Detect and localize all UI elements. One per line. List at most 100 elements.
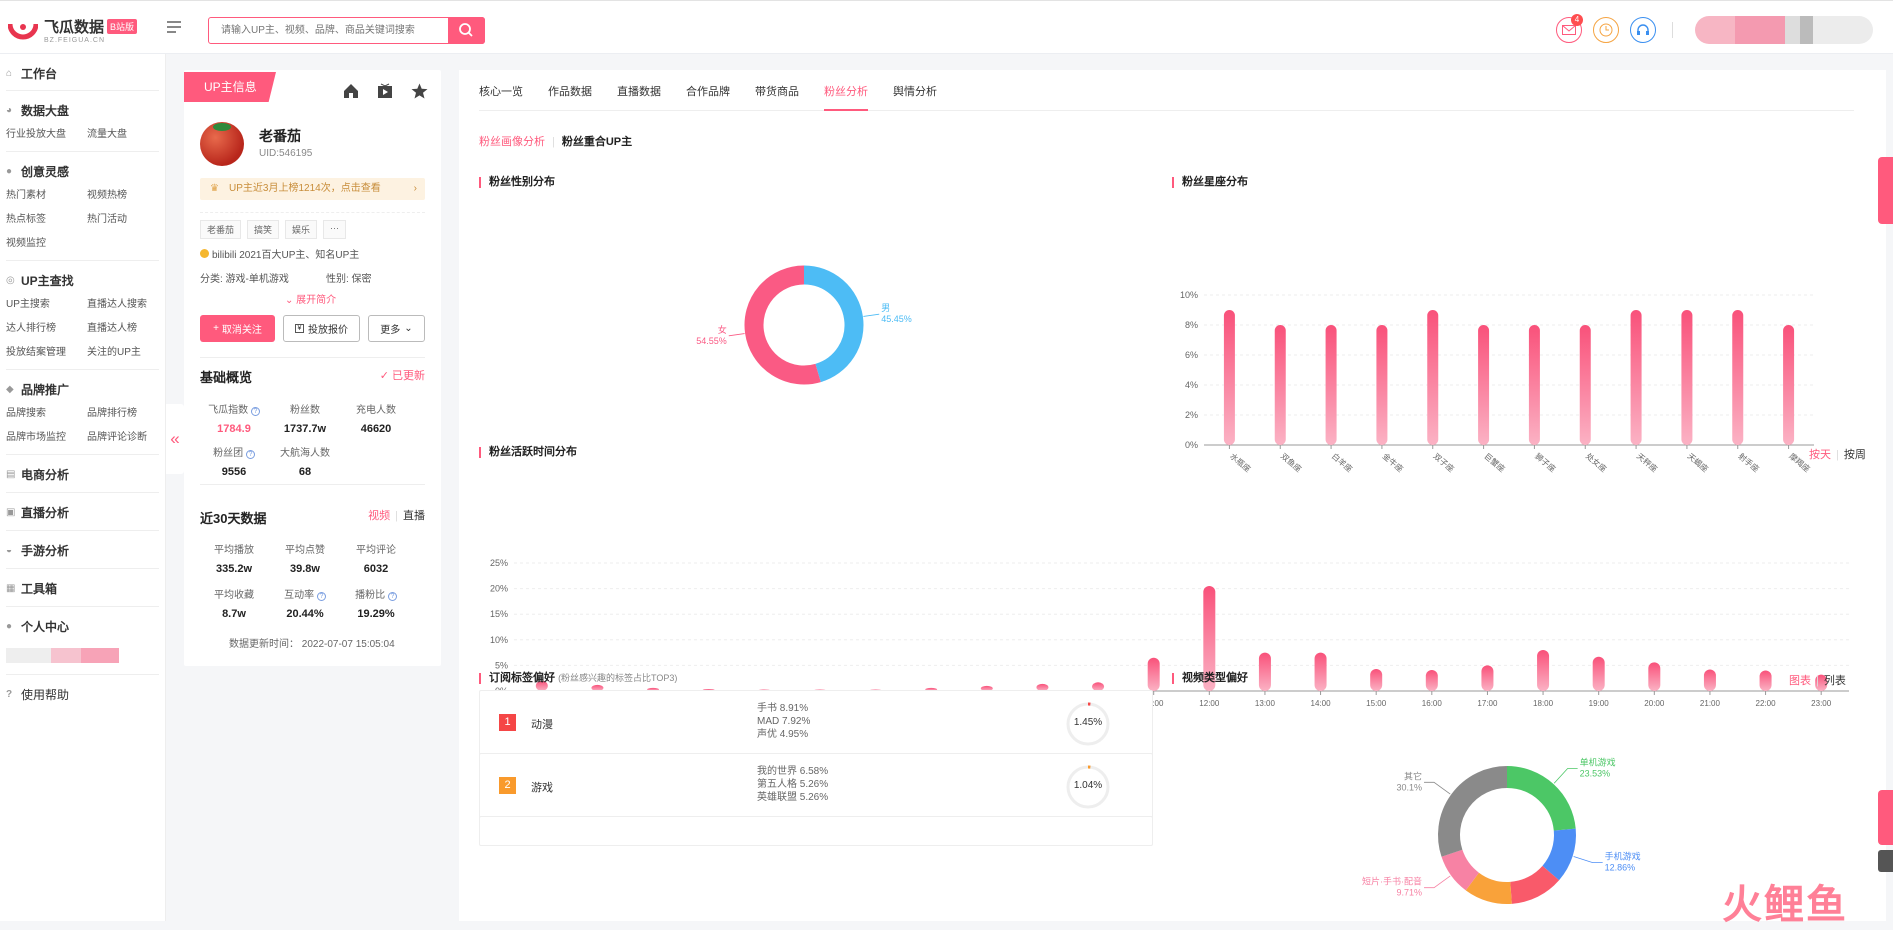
active-bar	[1370, 669, 1382, 691]
sidebar-item[interactable]: 视频监控	[6, 234, 87, 249]
search-input[interactable]	[209, 18, 449, 43]
sidebar-item[interactable]: 直播达人榜	[87, 319, 167, 334]
toggle-live[interactable]: 直播	[403, 510, 425, 522]
sidebar-item[interactable]: 流量大盘	[87, 125, 167, 140]
subtab-overlap[interactable]: 粉丝重合UP主	[562, 136, 632, 148]
history-button[interactable]	[1593, 17, 1619, 43]
floating-side-tab[interactable]	[1878, 157, 1893, 224]
stat-interaction: 互动率 ?20.44%	[270, 586, 340, 620]
active-ytick-label: 20%	[490, 584, 508, 594]
more-dropdown[interactable]: 更多⌄	[368, 315, 425, 342]
up-tag[interactable]: 老番茄	[200, 220, 241, 239]
sidebar-item-workbench[interactable]: ⌂工作台	[6, 66, 159, 80]
up-tag[interactable]: 搞笑	[247, 220, 279, 239]
sidebar-item[interactable]: 投放结案管理	[6, 343, 87, 358]
videotype-toggle: 图表|列表	[1789, 672, 1846, 688]
up-tag-more[interactable]: ···	[323, 220, 346, 239]
sidebar-item[interactable]: 达人排行榜	[6, 319, 87, 334]
videotype-slice-label: 短片·手书·配音	[1362, 876, 1422, 887]
logo-name: 飞瓜数据	[44, 19, 104, 36]
videotype-slice	[1551, 830, 1565, 873]
sidebar-section-data[interactable]: ◕数据大盘	[6, 103, 159, 117]
search-box	[208, 17, 485, 44]
sidebar-section-up-search[interactable]: ◎UP主查找	[6, 273, 159, 287]
tab-goods[interactable]: 带货商品	[755, 70, 799, 110]
active-ytick-label: 25%	[490, 558, 508, 568]
up-info-panel: UP主信息 老番茄 UID:546195 ♛ UP主近3月上榜1214次，点击查…	[184, 70, 441, 666]
active-bar	[1593, 657, 1605, 691]
active-ytick-label: 15%	[490, 609, 508, 619]
help-icon[interactable]: ?	[317, 592, 326, 601]
up-tag[interactable]: 娱乐	[285, 220, 317, 239]
double-chevron-left-icon: «	[170, 429, 179, 449]
watermark-logo: 火鲤鱼	[1722, 872, 1848, 930]
subscribe-card-2[interactable]: 2 游戏 我的世界 6.58% 第五人格 5.26% 英雄联盟 5.26% 1.…	[479, 753, 1153, 820]
sidebar-item[interactable]: 视频热榜	[87, 186, 167, 201]
sidebar-item[interactable]: 品牌排行榜	[87, 404, 167, 419]
sidebar-item[interactable]: 品牌评论诊断	[87, 428, 167, 443]
support-button[interactable]	[1630, 17, 1656, 43]
tab-fans[interactable]: 粉丝分析	[824, 70, 868, 110]
sidebar-item-toolbox[interactable]: ▦工具箱	[6, 581, 159, 595]
tab-brands[interactable]: 合作品牌	[686, 70, 730, 110]
toggle-chart[interactable]: 图表	[1789, 675, 1811, 687]
star-icon[interactable]	[411, 83, 428, 99]
user-account-blurred[interactable]	[1695, 16, 1873, 44]
brand-icon: ◆	[6, 384, 17, 395]
search-button[interactable]	[448, 17, 485, 44]
sidebar-item[interactable]: 品牌市场监控	[6, 428, 87, 443]
search-icon: ◎	[6, 275, 17, 286]
expand-intro-link[interactable]: ⌄ 展开简介	[285, 291, 336, 306]
videotype-leader-line	[1554, 768, 1577, 783]
active-bar	[1537, 650, 1549, 691]
collapse-sidebar-button[interactable]: «	[166, 404, 184, 474]
sidebar-item-live[interactable]: ▣直播分析	[6, 505, 159, 519]
toggle-video[interactable]: 视频	[368, 510, 390, 522]
message-button[interactable]: 4	[1556, 17, 1582, 43]
mail-count-badge: 4	[1571, 14, 1583, 26]
qr-code-tab[interactable]	[1878, 850, 1893, 872]
tab-live[interactable]: 直播数据	[617, 70, 661, 110]
rank-flag: 1	[499, 714, 516, 731]
user-icon: ●	[6, 621, 17, 632]
help-icon[interactable]: ?	[388, 592, 397, 601]
sidebar-item[interactable]: 品牌搜索	[6, 404, 87, 419]
tab-works[interactable]: 作品数据	[548, 70, 592, 110]
toggle-list[interactable]: 列表	[1824, 675, 1846, 687]
help-icon[interactable]: ?	[251, 407, 260, 416]
sidebar-item[interactable]: 热门素材	[6, 186, 87, 201]
sub-tag-list: 我的世界 6.58% 第五人格 5.26% 英雄联盟 5.26%	[757, 765, 828, 804]
subscribe-card-1[interactable]: 1 动漫 手书 8.91% MAD 7.92% 声优 4.95% 1.45%	[479, 690, 1153, 757]
sidebar-section-brand[interactable]: ◆品牌推广	[6, 382, 159, 396]
unfollow-button[interactable]: +取消关注	[200, 315, 275, 342]
sidebar-item[interactable]: 行业投放大盘	[6, 125, 87, 140]
sidebar-section-creative[interactable]: ●创意灵感	[6, 164, 159, 178]
customer-service-tab[interactable]	[1878, 790, 1893, 845]
gender-leader-line	[863, 314, 879, 316]
home-icon[interactable]	[343, 83, 359, 99]
sidebar-item-profile[interactable]: ●个人中心	[6, 619, 159, 633]
help-icon[interactable]: ?	[246, 450, 255, 459]
videotype-slice-value: 9.71%	[1397, 888, 1423, 898]
subtab-portrait[interactable]: 粉丝画像分析	[479, 136, 545, 148]
rank-banner[interactable]: ♛ UP主近3月上榜1214次，点击查看 ›	[200, 178, 425, 200]
active-bar	[1760, 671, 1772, 691]
sidebar-item[interactable]: 关注的UP主	[87, 343, 167, 358]
subscribe-card-3[interactable]	[479, 816, 1153, 846]
sidebar-item-mobile-game[interactable]: ◒手游分析	[6, 543, 159, 557]
videotype-leader-line	[1424, 782, 1450, 794]
menu-toggle-icon[interactable]	[167, 21, 181, 33]
video-icon[interactable]	[377, 83, 393, 99]
sidebar-item[interactable]: 直播达人搜索	[87, 295, 167, 310]
sidebar-item[interactable]: UP主搜索	[6, 295, 87, 310]
sidebar-item-help[interactable]: ?使用帮助	[6, 687, 159, 701]
sidebar-item[interactable]: 热点标签	[6, 210, 87, 225]
tab-overview[interactable]: 核心一览	[479, 70, 523, 110]
plus-icon: +	[213, 323, 219, 334]
quote-button[interactable]: ¥投放报价	[283, 315, 360, 342]
tab-opinion[interactable]: 舆情分析	[893, 70, 937, 110]
sidebar-item-ecommerce[interactable]: ▤电商分析	[6, 467, 159, 481]
sidebar-item[interactable]: 热门活动	[87, 210, 167, 225]
